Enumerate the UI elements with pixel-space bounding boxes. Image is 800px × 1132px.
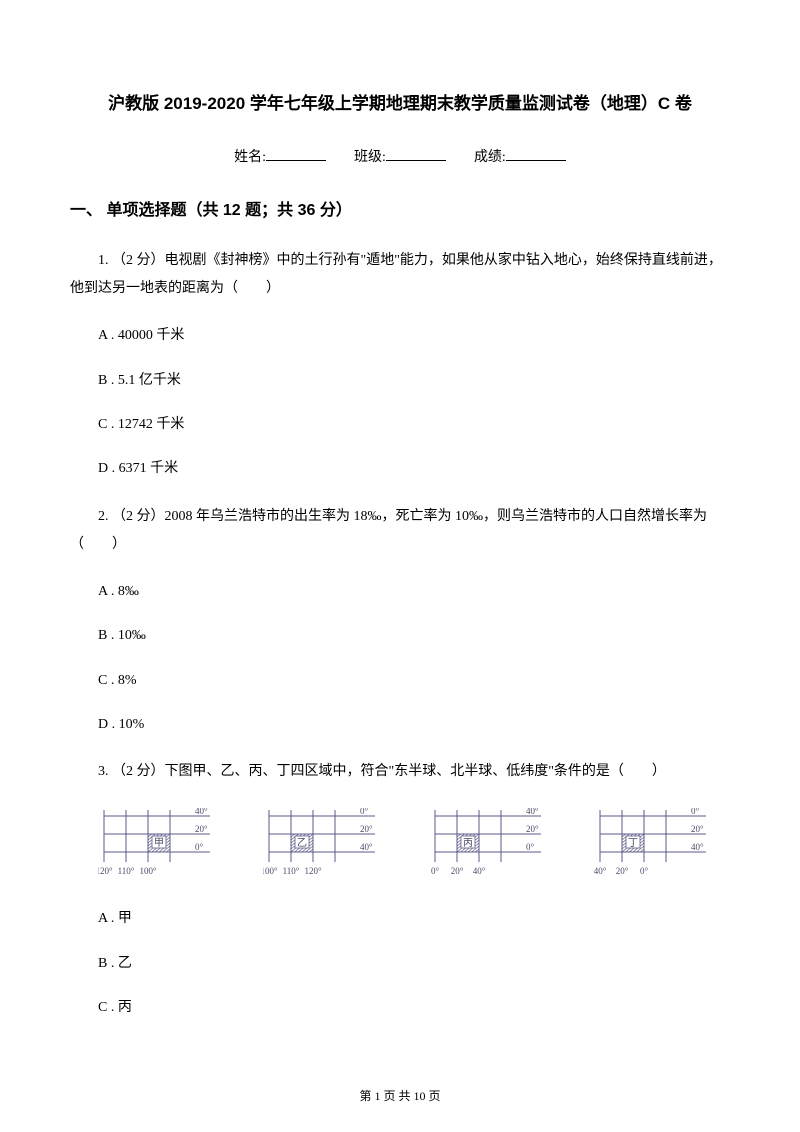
q2-text: 2. （2 分）2008 年乌兰浩特市的出生率为 18‰，死亡率为 10‰，则乌… [70, 503, 730, 559]
name-blank [266, 147, 326, 161]
q1-opt-c: C . 12742 千米 [70, 414, 730, 436]
q2-opt-d: D . 10% [70, 714, 730, 736]
diagram-ding: 丁 0° 20° 40° 40° 20° 0° [594, 808, 730, 886]
svg-text:120°: 120° [305, 866, 323, 876]
svg-text:40°: 40° [472, 866, 485, 876]
svg-text:丙: 丙 [463, 838, 473, 849]
svg-text:40°: 40° [526, 808, 539, 816]
q1-opt-d: D . 6371 千米 [70, 458, 730, 480]
svg-text:0°: 0° [431, 866, 440, 876]
page-footer: 第 1 页 共 10 页 [0, 1087, 800, 1106]
q2-opt-b: B . 10‰ [70, 625, 730, 647]
class-label: 班级: [354, 150, 386, 165]
svg-text:0°: 0° [640, 866, 649, 876]
svg-text:甲: 甲 [154, 838, 164, 849]
svg-text:120°: 120° [98, 866, 113, 876]
q3-diagrams: 甲 40° 20° 0° 120° 110° 100° 乙 0° 20° 40° 100° 110° 1… [98, 808, 730, 886]
score-label: 成绩: [474, 150, 506, 165]
svg-text:100°: 100° [139, 866, 157, 876]
score-blank [506, 147, 566, 161]
q3-text: 3. （2 分）下图甲、乙、丙、丁四区域中，符合"东半球、北半球、低纬度"条件的… [70, 758, 730, 786]
svg-text:40°: 40° [594, 866, 607, 876]
diagram-yi: 乙 0° 20° 40° 100° 110° 120° [263, 808, 399, 886]
svg-text:40°: 40° [195, 808, 208, 816]
q1-opt-b: B . 5.1 亿千米 [70, 370, 730, 392]
svg-text:20°: 20° [526, 824, 539, 834]
q3-opt-c: C . 丙 [70, 997, 730, 1019]
student-info-line: 姓名: 班级: 成绩: [70, 147, 730, 169]
svg-text:0°: 0° [526, 842, 535, 852]
svg-text:20°: 20° [616, 866, 629, 876]
diagram-bing: 丙 40° 20° 0° 0° 20° 40° [429, 808, 565, 886]
name-label: 姓名: [234, 150, 266, 165]
q2-opt-a: A . 8‰ [70, 581, 730, 603]
svg-text:0°: 0° [360, 808, 369, 816]
exam-title: 沪教版 2019-2020 学年七年级上学期地理期末教学质量监测试卷（地理）C … [70, 90, 730, 117]
svg-text:110°: 110° [118, 866, 135, 876]
svg-text:20°: 20° [450, 866, 463, 876]
svg-text:0°: 0° [691, 808, 700, 816]
svg-text:100°: 100° [263, 866, 278, 876]
class-blank [386, 147, 446, 161]
q3-opt-b: B . 乙 [70, 953, 730, 975]
svg-text:40°: 40° [691, 842, 704, 852]
svg-text:丁: 丁 [628, 838, 638, 849]
q1-opt-a: A . 40000 千米 [70, 325, 730, 347]
svg-text:40°: 40° [360, 842, 373, 852]
svg-text:乙: 乙 [297, 837, 307, 849]
svg-text:20°: 20° [360, 824, 373, 834]
svg-text:110°: 110° [283, 866, 300, 876]
svg-text:20°: 20° [691, 824, 704, 834]
svg-text:20°: 20° [195, 824, 208, 834]
svg-text:0°: 0° [195, 842, 204, 852]
diagram-jia: 甲 40° 20° 0° 120° 110° 100° [98, 808, 234, 886]
q2-opt-c: C . 8% [70, 670, 730, 692]
q1-text: 1. （2 分）电视剧《封神榜》中的土行孙有"遁地"能力，如果他从家中钻入地心，… [70, 247, 730, 303]
q3-opt-a: A . 甲 [70, 908, 730, 930]
section-header: 一、 单项选择题（共 12 题；共 36 分） [70, 198, 730, 224]
